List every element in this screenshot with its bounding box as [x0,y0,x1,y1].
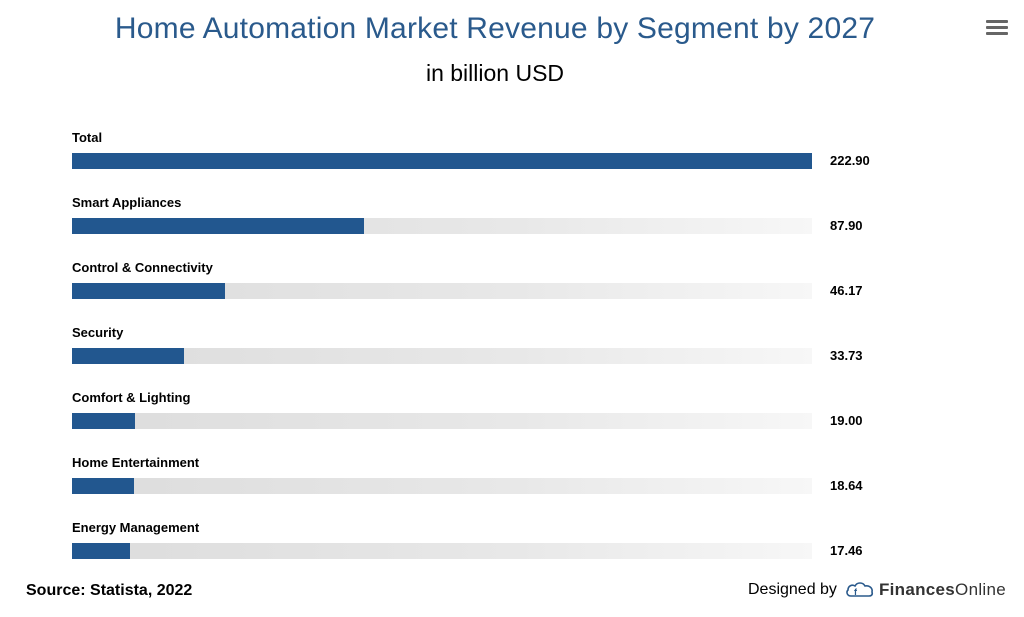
bar-value-label: 222.90 [830,153,870,168]
bar-row: Total 222.90 [72,128,892,178]
brand-name-bold: Finances [878,580,956,599]
bar-track [72,348,812,364]
chart-title: Home Automation Market Revenue by Segmen… [114,12,876,45]
brand-name: FinancesOnline [879,580,1006,600]
bar-track [72,413,812,429]
bar-value-label: 19.00 [830,413,863,428]
hamburger-menu-icon[interactable] [986,20,1008,38]
bar [72,413,135,429]
svg-text:f: f [854,587,858,597]
bar [72,283,225,299]
bar-row: Comfort & Lighting 19.00 [72,388,892,438]
bar-category-label: Smart Appliances [72,195,182,210]
bar [72,218,364,234]
bar-category-label: Energy Management [72,520,200,535]
bar-row: Security 33.73 [72,323,892,373]
bar-value-label: 18.64 [830,478,863,493]
designer-credit: Designed by f FinancesOnline [748,580,1006,600]
bar-row: Home Entertainment 18.64 [72,453,892,503]
bar-track [72,543,812,559]
bar-track [72,218,812,234]
bar-track [72,478,812,494]
bar [72,348,184,364]
bar-track [72,283,812,299]
brand-name-regular: Online [955,580,1006,599]
bar-track [72,153,812,169]
bar-value-label: 17.46 [830,543,863,558]
bar-category-label: Security [72,325,124,340]
bar-value-label: 87.90 [830,218,863,233]
chart-subtitle: in billion USD [425,60,565,86]
bar-row: Energy Management 17.46 [72,518,892,568]
bar-value-label: 33.73 [830,348,863,363]
bar-category-label: Total [72,130,103,145]
bar [72,478,134,494]
bar-category-label: Home Entertainment [72,455,200,470]
bar-value-label: 46.17 [830,283,863,298]
bar-row: Control & Connectivity 46.17 [72,258,892,308]
bar [72,543,130,559]
bar-category-label: Control & Connectivity [72,260,213,275]
bar-category-label: Comfort & Lighting [72,390,191,405]
bar [72,153,812,169]
credit-prefix: Designed by [747,581,837,598]
bar-row: Smart Appliances 87.90 [72,193,892,243]
financesonline-logo-icon: f [846,582,873,597]
source-note: Source: Statista, 2022 [26,582,193,599]
